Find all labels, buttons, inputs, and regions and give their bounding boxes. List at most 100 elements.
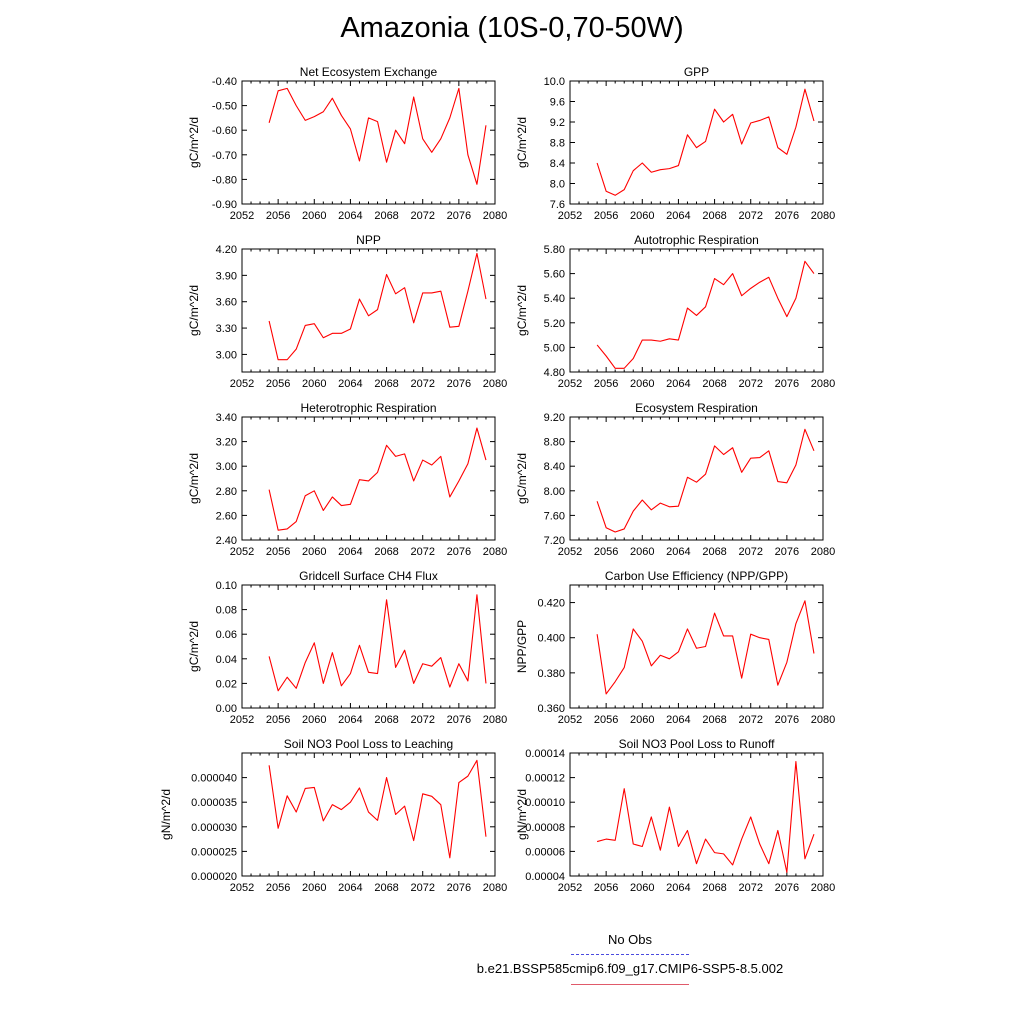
- y-tick-label: 8.40: [544, 461, 565, 473]
- plot-frame: [241, 584, 496, 709]
- series-line: [596, 428, 815, 533]
- panel-title: NPP: [356, 233, 381, 247]
- plot-frame: [569, 752, 824, 877]
- x-tick-label: 2056: [266, 210, 290, 222]
- x-tick-label: 2072: [738, 546, 762, 558]
- x-tick-label: 2080: [811, 882, 835, 894]
- plot-frame: [569, 416, 824, 541]
- x-tick-label: 2064: [338, 210, 362, 222]
- y-tick-label: 7.20: [544, 535, 565, 547]
- y-tick-label: 2.40: [216, 535, 237, 547]
- panel-title: Ecosystem Respiration: [635, 401, 758, 415]
- x-tick-label: 2068: [374, 546, 398, 558]
- y-tick-label: 0.00014: [525, 748, 565, 760]
- y-tick-label: 2.80: [216, 486, 237, 498]
- x-tick-label: 2056: [594, 546, 618, 558]
- x-tick-label: 2056: [594, 714, 618, 726]
- y-tick-label: 5.20: [544, 318, 565, 330]
- x-tick-label: 2072: [738, 882, 762, 894]
- x-tick-label: 2080: [483, 210, 507, 222]
- y-tick-label: -0.90: [212, 199, 237, 211]
- y-tick-label: 0.02: [216, 678, 237, 690]
- y-tick-label: 0.00008: [525, 822, 565, 834]
- x-tick-label: 2052: [230, 378, 254, 390]
- series-line: [596, 260, 815, 369]
- y-axis-label: gC/m^2/d: [515, 117, 529, 168]
- series-line: [268, 759, 487, 859]
- x-tick-label: 2072: [410, 210, 434, 222]
- legend-model-line: [571, 984, 689, 985]
- series-line: [268, 594, 487, 692]
- x-tick-label: 2068: [702, 546, 726, 558]
- x-tick-label: 2064: [666, 378, 690, 390]
- x-tick-label: 2076: [447, 210, 471, 222]
- plot-frame: [241, 752, 496, 877]
- y-tick-label: 10.0: [544, 76, 565, 88]
- y-axis-label: gC/m^2/d: [187, 117, 201, 168]
- panel-1: Net Ecosystem Exchange 2052 2056 2060 2064 20…: [187, 65, 507, 222]
- panel-title: Soil NO3 Pool Loss to Leaching: [284, 737, 453, 751]
- y-tick-label: 8.4: [550, 158, 565, 170]
- x-tick-label: 2072: [738, 378, 762, 390]
- panel-3: NPP 2052 2056 2060 2064 2068 2072 2076 2080 3.00 3…: [187, 233, 507, 390]
- x-tick-label: 2056: [266, 378, 290, 390]
- y-tick-label: 5.80: [544, 244, 565, 256]
- x-tick-label: 2060: [302, 210, 326, 222]
- x-tick-label: 2060: [302, 882, 326, 894]
- x-tick-label: 2056: [594, 378, 618, 390]
- x-tick-label: 2076: [447, 378, 471, 390]
- y-axis-label: gN/m^2/d: [159, 789, 173, 840]
- x-tick-label: 2060: [302, 378, 326, 390]
- y-tick-label: 0.000020: [191, 871, 237, 883]
- x-tick-label: 2056: [594, 210, 618, 222]
- x-tick-label: 2052: [230, 714, 254, 726]
- x-tick-label: 2056: [266, 714, 290, 726]
- y-tick-label: 2.60: [216, 510, 237, 522]
- y-tick-label: 3.30: [216, 323, 237, 335]
- y-tick-label: 7.6: [550, 199, 565, 211]
- y-tick-label: 0.400: [537, 633, 565, 645]
- y-tick-label: 0.360: [537, 703, 565, 715]
- y-tick-label: 9.6: [550, 97, 565, 109]
- x-tick-label: 2068: [702, 210, 726, 222]
- x-tick-label: 2056: [594, 882, 618, 894]
- panel-10: Soil NO3 Pool Loss to Runoff 2052 2056 2060…: [515, 737, 835, 894]
- panel-title: Gridcell Surface CH4 Flux: [299, 569, 438, 583]
- y-tick-label: 0.00010: [525, 797, 565, 809]
- y-tick-label: 0.000025: [191, 846, 237, 858]
- series-line: [596, 88, 815, 196]
- y-tick-label: 4.80: [544, 367, 565, 379]
- panel-6: Ecosystem Respiration 2052 2056 2060 2064 206…: [515, 401, 835, 558]
- panel-title: Autotrophic Respiration: [634, 233, 759, 247]
- y-tick-label: 9.20: [544, 412, 565, 424]
- x-tick-label: 2080: [483, 546, 507, 558]
- y-tick-label: 0.000035: [191, 797, 237, 809]
- x-tick-label: 2052: [230, 210, 254, 222]
- x-tick-label: 2064: [338, 378, 362, 390]
- panel-7: Gridcell Surface CH4 Flux 2052 2056 2060 206…: [187, 569, 507, 726]
- x-tick-label: 2068: [702, 378, 726, 390]
- x-tick-label: 2080: [811, 378, 835, 390]
- panel-title: Soil NO3 Pool Loss to Runoff: [619, 737, 776, 751]
- panel-title: Net Ecosystem Exchange: [300, 65, 438, 79]
- panel-title: Carbon Use Efficiency (NPP/GPP): [605, 569, 788, 583]
- y-axis-label: gC/m^2/d: [515, 285, 529, 336]
- x-tick-label: 2060: [630, 546, 654, 558]
- y-tick-label: 8.8: [550, 138, 565, 150]
- y-tick-label: 0.00004: [525, 871, 565, 883]
- x-tick-label: 2080: [811, 210, 835, 222]
- series-line: [596, 600, 815, 695]
- x-tick-label: 2064: [666, 714, 690, 726]
- y-tick-label: 0.08: [216, 605, 237, 617]
- y-tick-label: 3.90: [216, 270, 237, 282]
- plot-frame: [569, 80, 824, 205]
- x-tick-label: 2060: [630, 882, 654, 894]
- y-tick-label: 0.420: [537, 598, 565, 610]
- x-tick-label: 2068: [374, 714, 398, 726]
- x-tick-label: 2064: [338, 882, 362, 894]
- y-tick-label: 8.0: [550, 179, 565, 191]
- x-tick-label: 2080: [811, 546, 835, 558]
- x-tick-label: 2076: [447, 546, 471, 558]
- y-tick-label: 4.20: [216, 244, 237, 256]
